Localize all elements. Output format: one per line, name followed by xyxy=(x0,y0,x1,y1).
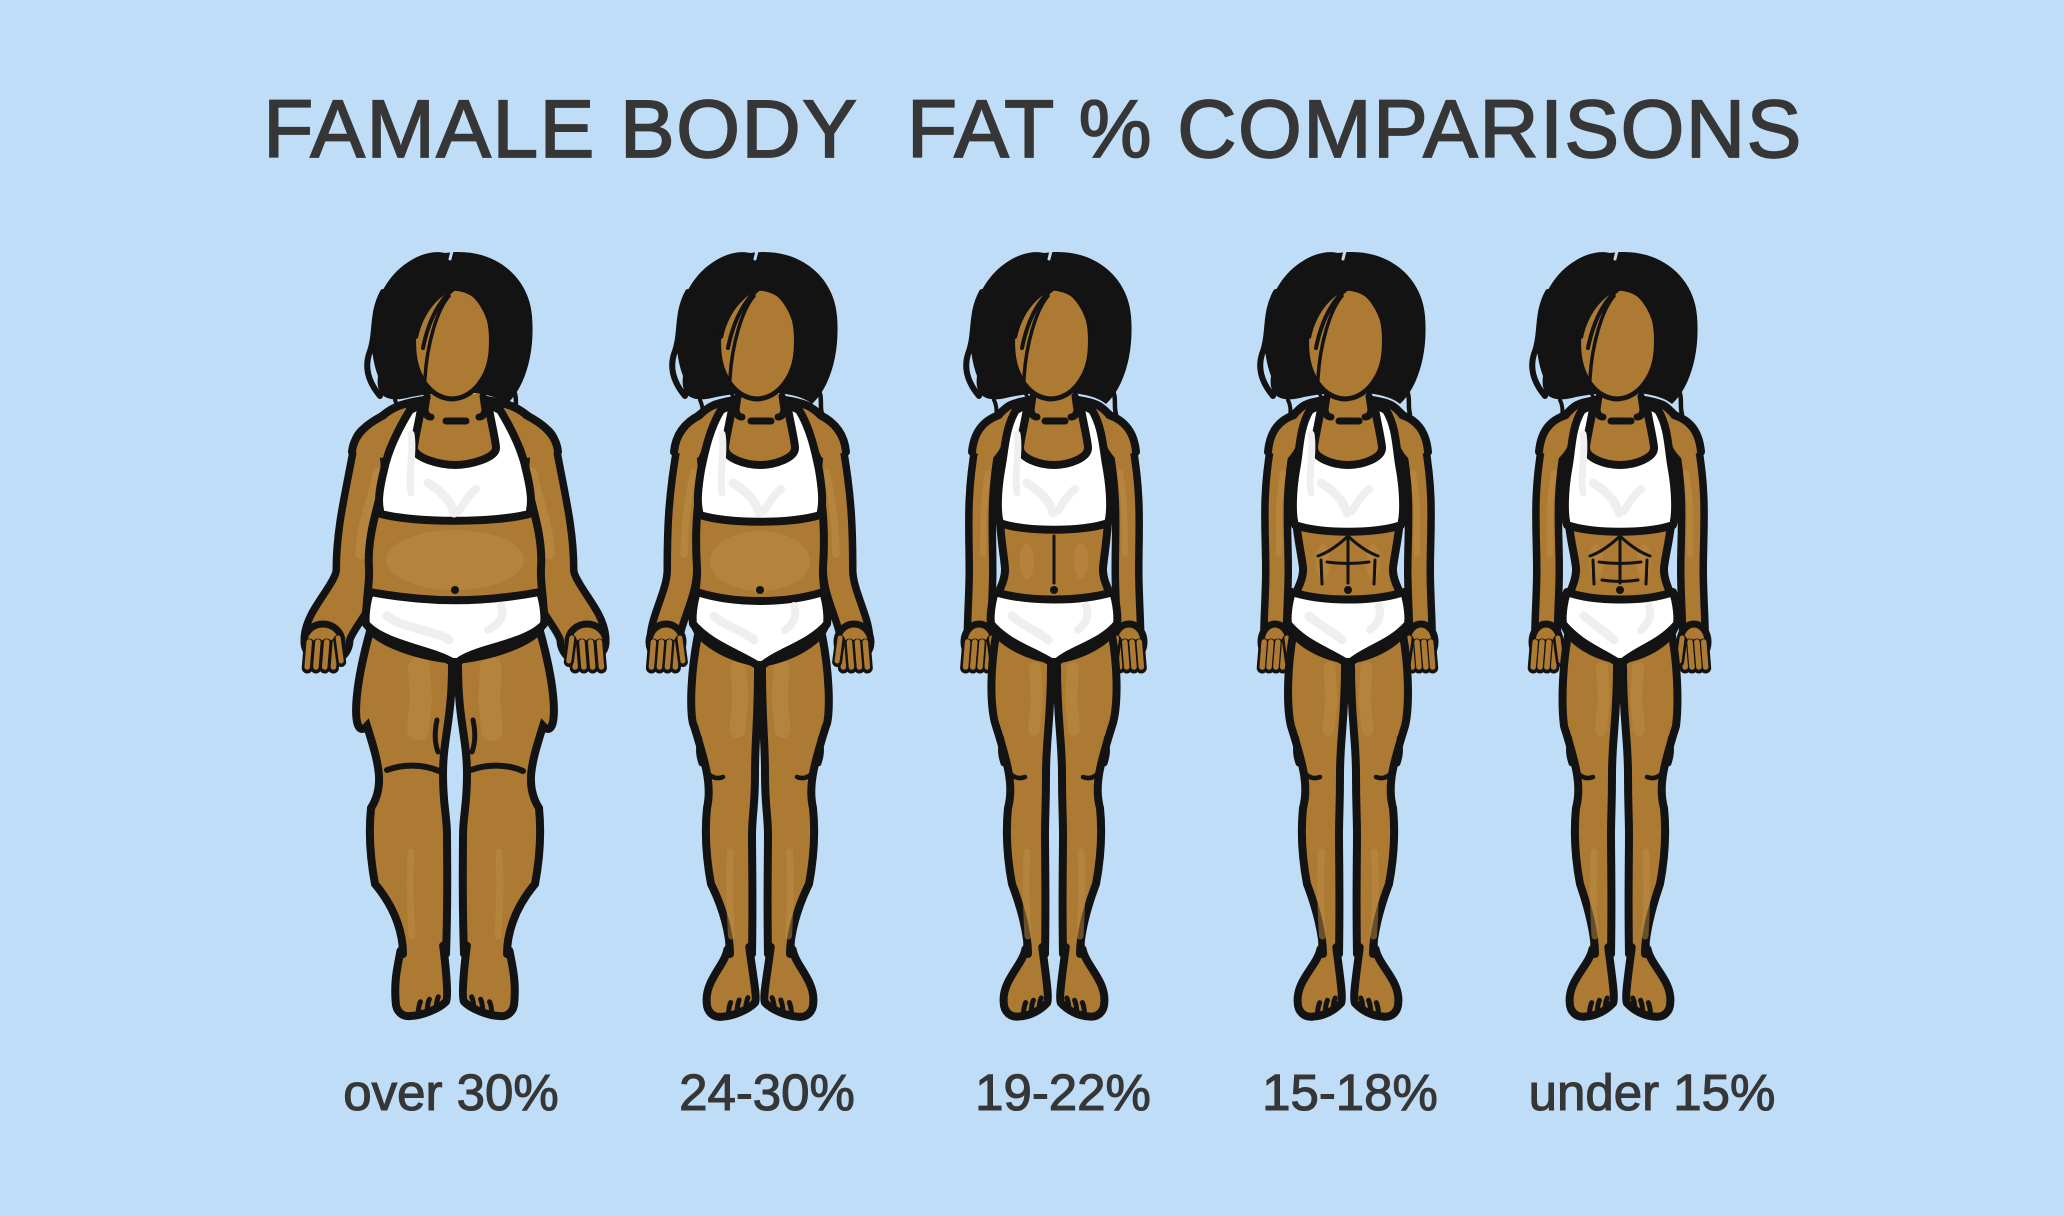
svg-text:under 15%: under 15% xyxy=(1529,1064,1776,1121)
svg-text:19-22%: 19-22% xyxy=(975,1064,1151,1121)
svg-text:24-30%: 24-30% xyxy=(679,1064,855,1121)
svg-text:over 30%: over 30% xyxy=(343,1064,558,1121)
svg-text:15-18%: 15-18% xyxy=(1262,1064,1438,1121)
svg-text:FAMALE BODY FAT % COMPARISONS: FAMALE BODY FAT % COMPARISONS xyxy=(263,84,1803,175)
